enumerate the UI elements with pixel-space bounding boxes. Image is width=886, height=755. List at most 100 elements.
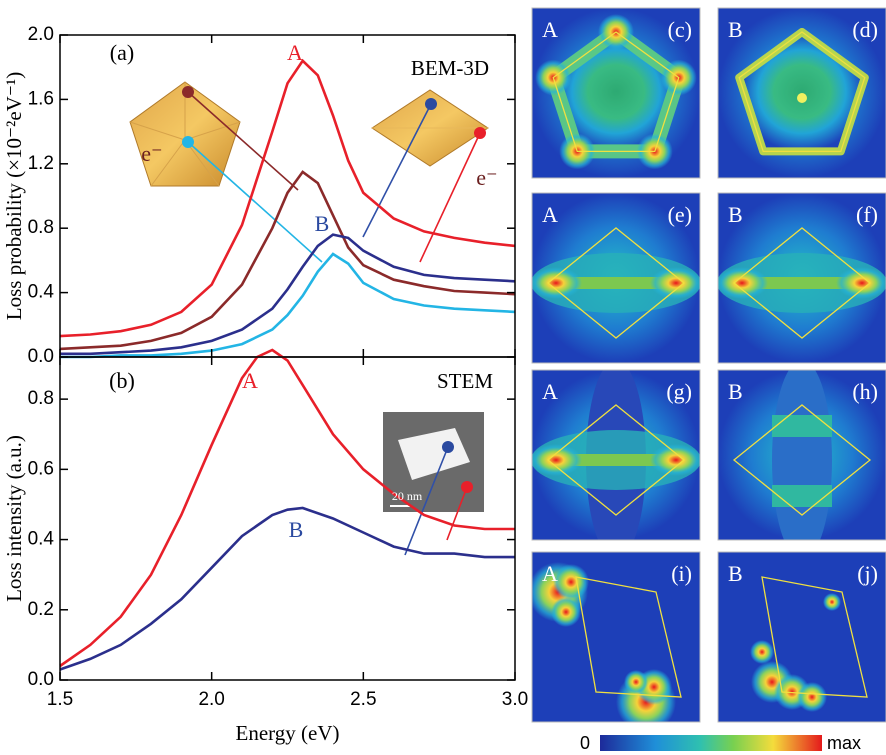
- map-image: [532, 370, 700, 540]
- panel-frame: [717, 7, 886, 179]
- hotspot: [797, 682, 827, 712]
- annotation: BEM-3D: [411, 56, 489, 80]
- patch: [772, 485, 832, 507]
- hotspot: [836, 267, 886, 299]
- outline: [738, 31, 866, 153]
- hotspot: [551, 597, 581, 627]
- panel-frame: [531, 192, 701, 364]
- panel-frame: [717, 551, 886, 723]
- panel-label: (h): [852, 379, 878, 404]
- y-axis-label: Loss intensity (a.u.): [2, 435, 26, 602]
- map-panel: B (j): [717, 551, 886, 723]
- map-image: [718, 370, 886, 540]
- x-tick-label: 2.5: [350, 689, 376, 710]
- outline: [546, 404, 686, 516]
- outline: [732, 404, 872, 516]
- annotation: A: [242, 368, 258, 393]
- map-panel: A (c): [531, 7, 701, 179]
- map-panel: B (d): [717, 7, 886, 179]
- edge-band: [556, 277, 676, 289]
- panel-label: (c): [668, 17, 692, 42]
- halo: [772, 370, 832, 540]
- y-tick-label: 1.6: [28, 88, 54, 109]
- patch: [772, 415, 832, 437]
- y-tick-label: 0.2: [28, 599, 54, 620]
- outline: [575, 576, 682, 698]
- x-axis-label: Energy (eV): [236, 721, 340, 745]
- hotspot: [553, 564, 589, 600]
- colorbar: [600, 735, 822, 751]
- panel-label: (e): [668, 202, 692, 227]
- annotation: (a): [110, 40, 134, 65]
- y-axis-label: Loss probability (×10⁻²eV⁻¹): [2, 72, 26, 320]
- panel-mode: B: [728, 17, 743, 42]
- panel-mode: A: [542, 202, 558, 227]
- series-line: [60, 233, 516, 356]
- annotation: B: [289, 517, 304, 542]
- probe-arrows: [182, 86, 486, 263]
- annotation: A: [287, 40, 303, 65]
- hotspot: [650, 444, 700, 476]
- inset-stem: [383, 412, 484, 556]
- x-tick-label: 1.5: [47, 689, 73, 710]
- panel-label: (j): [857, 561, 878, 586]
- y-tick-label: 0.8: [28, 217, 54, 238]
- inset-bipyramid: [371, 89, 489, 167]
- panel-mode: A: [542, 17, 558, 42]
- y-tick-label: 0.8: [28, 388, 54, 409]
- outline: [761, 576, 868, 698]
- panel-label: (i): [671, 561, 692, 586]
- map-panel: A (i): [531, 551, 701, 723]
- map-panel: B (h): [717, 369, 886, 541]
- panel-frame: [717, 192, 886, 364]
- annotation: STEM: [437, 369, 493, 393]
- series-line: [59, 348, 515, 668]
- hotspot: [532, 267, 582, 299]
- series-line: [60, 252, 516, 359]
- colorbar-min: 0: [580, 733, 590, 753]
- map-image: [532, 193, 700, 363]
- panel-frame: [531, 369, 701, 541]
- y-tick-label: 2.0: [28, 24, 54, 45]
- series-line: [59, 506, 515, 671]
- panel-frame: [717, 369, 886, 541]
- panel-label: (f): [856, 202, 878, 227]
- map-image: [718, 8, 886, 178]
- y-tick-label: 0.4: [28, 529, 55, 550]
- y-tick-label: 0.0: [28, 346, 54, 367]
- map-panel: B (f): [717, 192, 886, 364]
- panel-label: (d): [852, 17, 878, 42]
- edge-band: [556, 454, 676, 466]
- x-tick-label: 2.0: [198, 689, 224, 710]
- x-tick-label: 3.0: [502, 689, 528, 710]
- inset-pentagon: [129, 81, 241, 187]
- panel-mode: B: [728, 379, 743, 404]
- plot-frame: [59, 356, 516, 681]
- annotation: B: [315, 211, 330, 236]
- hotspot: [624, 670, 648, 694]
- y-tick-label: 0.4: [28, 282, 55, 303]
- colorbar-max: max: [827, 733, 861, 753]
- panel-mode: B: [728, 561, 743, 586]
- hotspot: [718, 267, 768, 299]
- annotation: 20 nm: [392, 489, 423, 503]
- hotspot: [823, 593, 841, 611]
- panel-mode: B: [728, 202, 743, 227]
- outline: [732, 227, 872, 339]
- hotspot: [650, 267, 700, 299]
- y-tick-label: 0.6: [28, 458, 54, 479]
- map-image: [532, 552, 700, 722]
- hotspot: [797, 93, 807, 103]
- map-image: [532, 8, 700, 178]
- panel-mode: A: [542, 379, 558, 404]
- series-line: [59, 58, 516, 338]
- outline: [546, 227, 686, 339]
- panel-frame: [531, 551, 701, 723]
- panel-label: (g): [666, 379, 692, 404]
- hotspot: [532, 444, 582, 476]
- y-tick-label: 0.0: [28, 669, 54, 690]
- y-tick-label: 1.2: [28, 153, 54, 174]
- hotspot: [750, 640, 774, 664]
- panel-mode: A: [542, 561, 558, 586]
